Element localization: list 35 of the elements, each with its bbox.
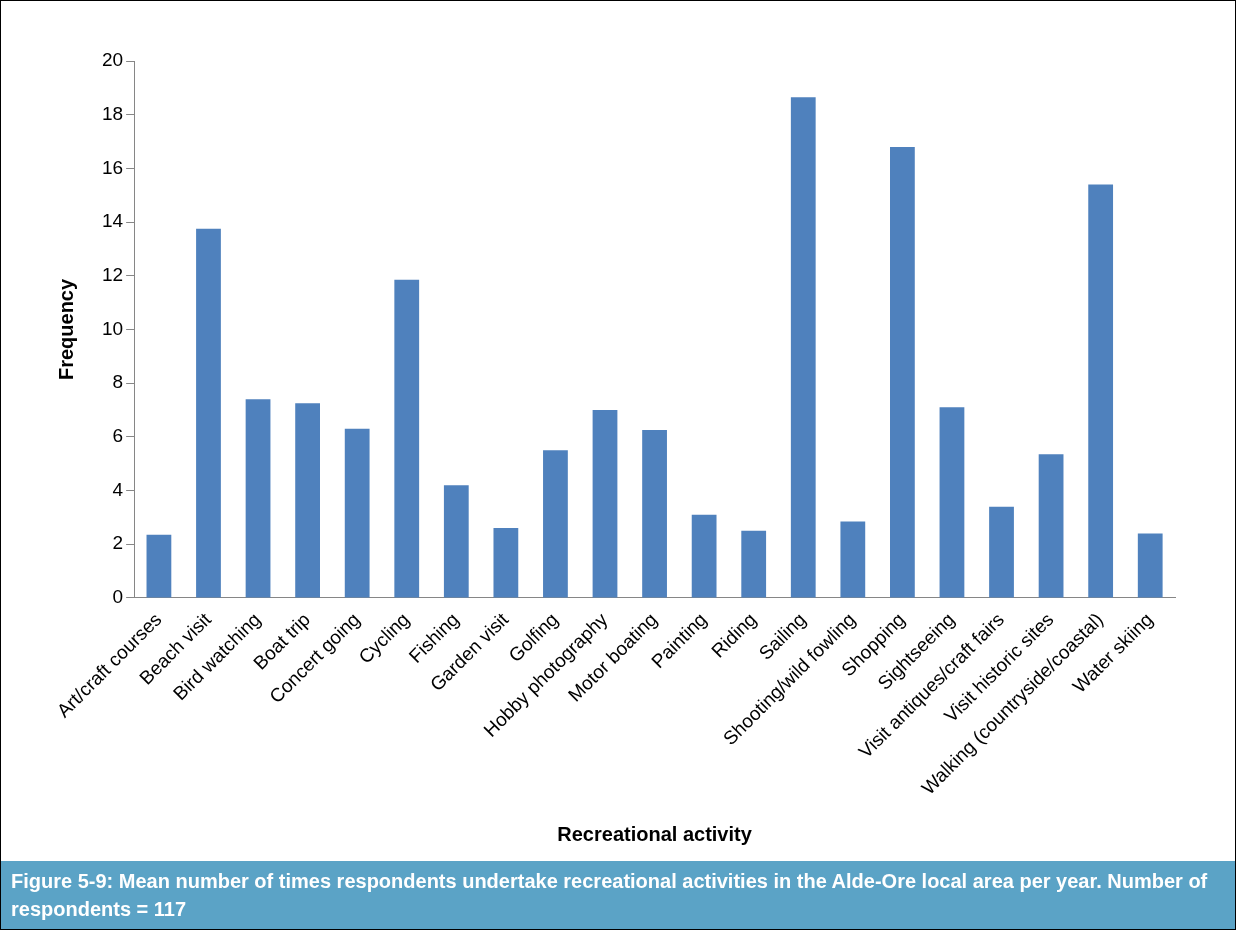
bar (196, 228, 221, 598)
bar (840, 521, 866, 598)
bar (1088, 184, 1114, 598)
bar (790, 97, 816, 598)
bar (295, 403, 320, 598)
bar (890, 146, 915, 598)
y-tick-label: 0 (112, 586, 124, 608)
bar (493, 528, 519, 598)
bar (642, 430, 667, 598)
bar (245, 399, 271, 598)
bar (443, 485, 469, 598)
y-tick-label: 8 (112, 371, 124, 393)
bar (394, 279, 420, 598)
x-axis-title: Recreational activity (557, 822, 753, 845)
y-tick-label: 18 (101, 102, 124, 124)
bar (344, 428, 370, 598)
y-tick-label: 10 (101, 317, 124, 339)
y-tick-label: 2 (112, 532, 124, 554)
bar (543, 450, 568, 598)
text: Figure 5-9: Mean number of times respondents undertake recreational activities in the Alde-Ore local area per year. Number of respondents = 117 (1, 861, 1235, 929)
bar (741, 530, 767, 598)
bar (146, 534, 172, 598)
bar (1038, 454, 1064, 598)
bar (592, 409, 618, 598)
bar (989, 506, 1014, 598)
y-axis-title: Frequency (54, 278, 77, 381)
bar (691, 514, 717, 598)
y-tick-label: 14 (101, 210, 124, 232)
y-tick-label: 20 (101, 49, 124, 71)
bar (939, 407, 965, 598)
y-tick-label: 16 (101, 156, 124, 178)
y-tick-label: 12 (101, 264, 124, 285)
y-tick-label: 6 (112, 425, 124, 447)
bar (1137, 533, 1163, 598)
y-tick-label: 4 (112, 478, 124, 500)
